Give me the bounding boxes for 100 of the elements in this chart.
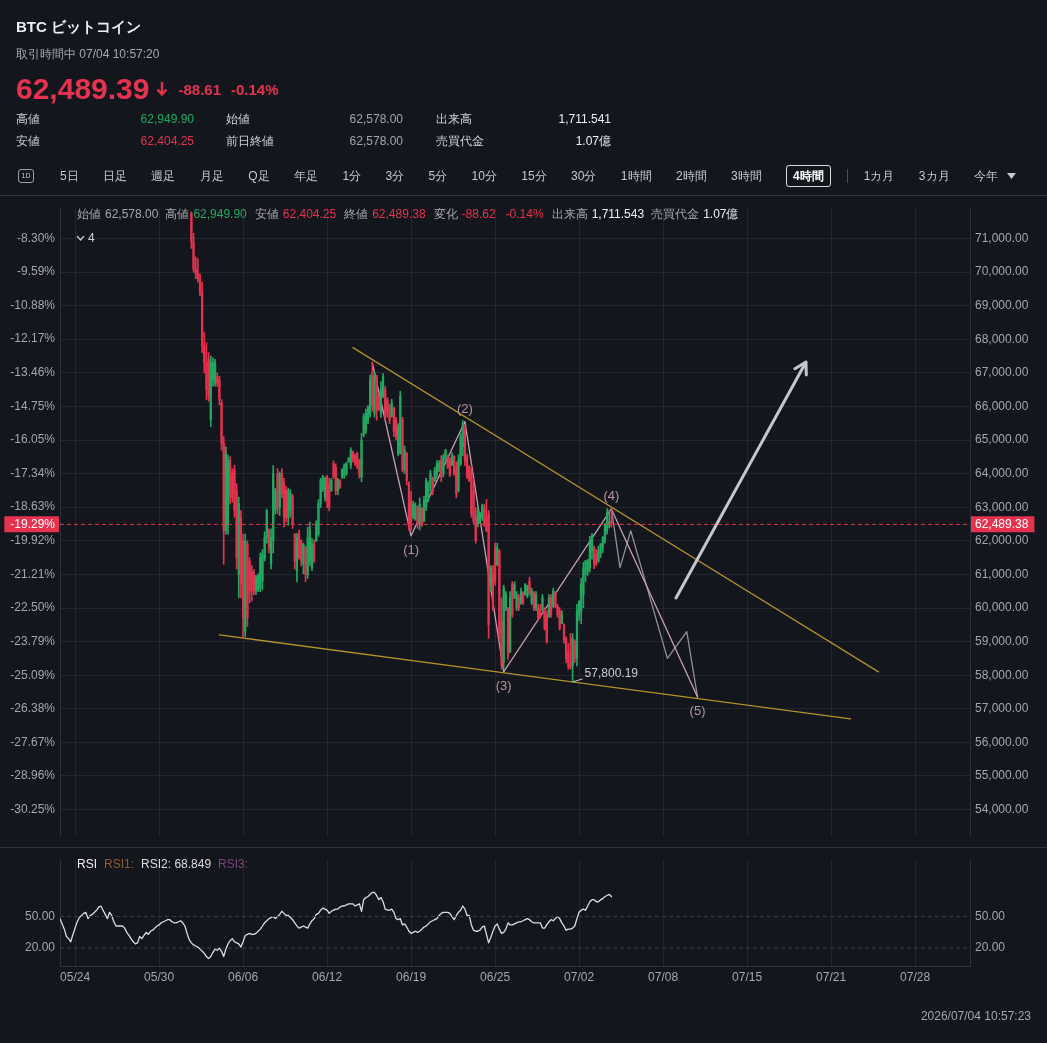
candlestick	[541, 594, 544, 612]
y-tick-label: 66,000.00	[975, 398, 1029, 413]
x-tick-label: 07/28	[900, 969, 931, 984]
y-tick-label: 69,000.00	[975, 297, 1029, 312]
annotation: 62,578.00	[105, 207, 159, 221]
x-tick-label: 05/24	[60, 969, 91, 984]
annotation: (4)	[603, 487, 620, 503]
y2-tick-label: -21.21%	[10, 566, 56, 581]
annotation: (3)	[495, 677, 512, 693]
text: 1時間	[620, 169, 652, 183]
text: 62,404.25	[140, 133, 194, 149]
annotation: 4	[88, 231, 95, 245]
annotation: RSI1:	[104, 857, 135, 871]
y-tick-label: 71,000.00	[975, 230, 1029, 245]
ref-line-label: 62,489.38	[975, 516, 1029, 531]
y-tick-label: 56,000.00	[975, 734, 1029, 749]
x-tick-label: 07/21	[816, 969, 847, 984]
annotation: -19.29%	[10, 516, 56, 531]
text: 1.07億	[575, 133, 611, 149]
y2-tick-label: -16.05%	[10, 432, 56, 447]
text: 2026/07/04 10:57:23	[920, 1009, 1031, 1023]
y2-tick-label: -22.50%	[10, 600, 56, 615]
text: -0.14%	[231, 80, 279, 98]
text: Q足	[248, 169, 270, 183]
y2-tick-label: -10.88%	[10, 297, 56, 312]
x-tick-label: 06/25	[480, 969, 511, 984]
y-tick-label: 61,000.00	[975, 566, 1029, 581]
text: 年足	[293, 169, 318, 183]
candlestick	[246, 540, 249, 627]
annotation: 変化	[433, 207, 458, 221]
text: 安値	[16, 133, 40, 149]
text: 1,711.541	[558, 111, 611, 127]
text: 高値	[16, 111, 40, 127]
text: 62,578.00	[349, 133, 403, 149]
y2-tick-label: -26.38%	[10, 701, 56, 716]
text: -88.61	[178, 80, 222, 98]
y2-tick-label: -19.92%	[10, 533, 56, 548]
annotation: 高値	[165, 207, 190, 221]
text: 始値	[226, 111, 250, 127]
text: 57,800.19	[584, 666, 639, 681]
annotation: -88.62	[461, 207, 496, 221]
chart-title: BTC ビットコイン	[16, 18, 141, 36]
y-tick-label: 67,000.00	[975, 365, 1029, 380]
text: 30分	[571, 169, 597, 183]
candlestick	[597, 545, 600, 563]
text: 62,949.90	[140, 111, 194, 127]
x-tick-label: 07/08	[648, 969, 679, 984]
x-tick-label: 06/19	[396, 969, 427, 984]
annotation: (2)	[456, 400, 473, 416]
text: 62,578.00	[349, 111, 403, 127]
y2-tick-label: -14.75%	[10, 398, 56, 413]
x-tick-label: 07/15	[732, 969, 763, 984]
candlestick	[330, 477, 333, 492]
x-tick-label: 07/02	[564, 969, 595, 984]
candlestick	[545, 610, 548, 644]
annotation: 62,949.90	[193, 207, 247, 221]
text: 今年	[973, 169, 998, 183]
annotation: 1.07億	[703, 207, 739, 221]
text: 2時間	[675, 169, 707, 183]
y-tick-label: 70,000.00	[975, 264, 1029, 279]
y2-tick-label: -12.17%	[10, 331, 56, 346]
text: 売買代金	[436, 133, 484, 149]
annotation: 1,711.543	[591, 207, 645, 221]
annotation: -0.14%	[505, 207, 544, 221]
annotation: (1)	[403, 541, 420, 557]
candlestick	[328, 477, 331, 512]
x-tick-label: 06/06	[228, 969, 259, 984]
text: 15分	[521, 169, 547, 183]
text: 3分	[385, 169, 405, 183]
annotation: 62,404.25	[282, 207, 337, 221]
chart-subtitle: 取引時間中 07/04 10:57:20	[16, 47, 160, 62]
y-tick-label: 60,000.00	[975, 600, 1029, 615]
chart-title: RSI	[77, 857, 98, 871]
x-tick-label: 05/30	[144, 969, 175, 984]
y-tick-label: 57,000.00	[975, 701, 1029, 716]
y2-tick-label: -25.09%	[10, 667, 56, 682]
x-tick-label: 06/12	[312, 969, 343, 984]
candlestick	[431, 476, 434, 496]
candlestick	[276, 468, 279, 515]
annotation: (5)	[689, 703, 706, 719]
text: 5分	[428, 169, 448, 183]
candlestick	[384, 385, 387, 421]
text: 62,489.39	[16, 72, 150, 106]
y2-tick-label: -28.96%	[10, 768, 56, 783]
text: RSI2: 68.849	[141, 857, 212, 871]
candlestick	[526, 584, 529, 599]
candlestick	[524, 583, 527, 596]
text: 日足	[103, 169, 128, 183]
y-tick-label: 62,000.00	[975, 533, 1029, 548]
y2-tick-label: -27.67%	[10, 734, 56, 749]
y-tick-label: 54,000.00	[975, 801, 1029, 816]
candlestick	[345, 461, 348, 476]
y-tick-label: 63,000.00	[975, 499, 1029, 514]
annotation: 終値	[344, 207, 369, 221]
y-tick-label: 68,000.00	[975, 331, 1029, 346]
y-tick-label: 64,000.00	[975, 465, 1029, 480]
y-tick-label: 65,000.00	[975, 432, 1029, 447]
text: 5日	[60, 169, 79, 183]
text: 3時間	[731, 169, 762, 183]
text: 10分	[471, 169, 497, 183]
